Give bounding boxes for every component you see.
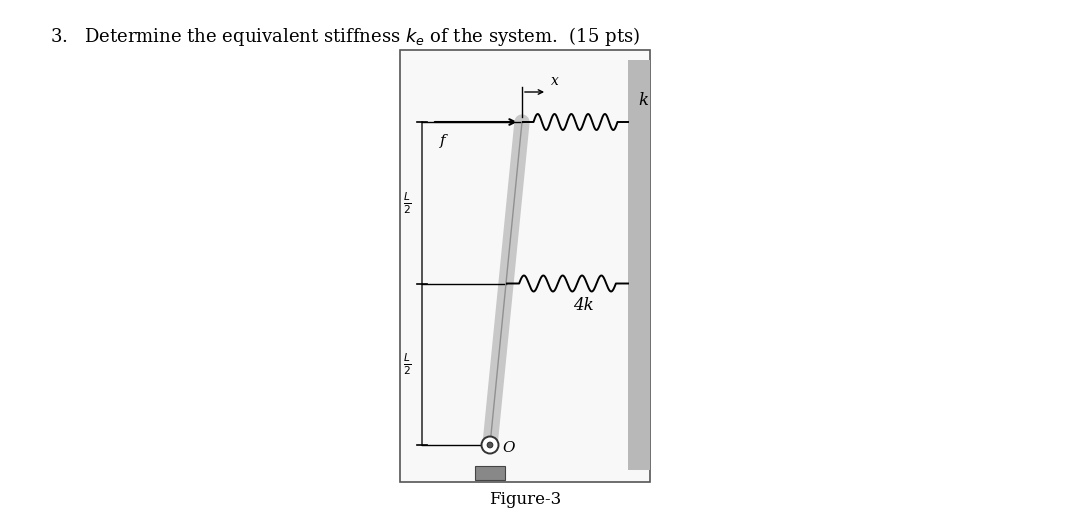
Circle shape <box>482 436 499 453</box>
Bar <box>400 50 650 482</box>
Bar <box>475 466 505 480</box>
Text: $\frac{L}{2}$: $\frac{L}{2}$ <box>403 190 411 215</box>
Circle shape <box>487 442 492 448</box>
Text: $\frac{L}{2}$: $\frac{L}{2}$ <box>403 352 411 377</box>
Text: O: O <box>502 441 514 455</box>
Bar <box>627 60 650 470</box>
Text: f: f <box>440 134 446 148</box>
Text: k: k <box>638 92 648 109</box>
Text: 3.   Determine the equivalent stiffness $k_e$ of the system.  (15 pts): 3. Determine the equivalent stiffness $k… <box>50 25 640 48</box>
Text: 4k: 4k <box>573 297 594 314</box>
Text: x: x <box>551 74 558 88</box>
Text: Figure-3: Figure-3 <box>489 491 562 508</box>
